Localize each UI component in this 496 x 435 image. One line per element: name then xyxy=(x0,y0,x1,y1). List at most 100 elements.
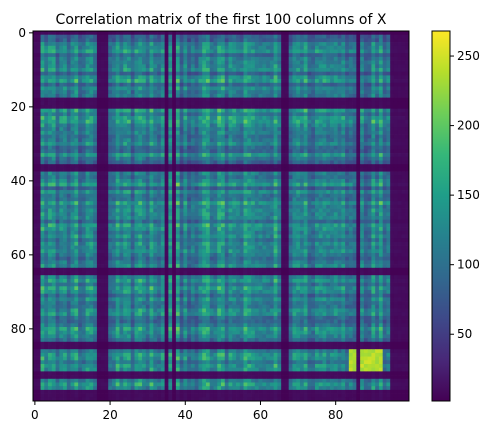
heatmap-cell xyxy=(224,208,229,213)
heatmap-cell xyxy=(378,64,384,69)
heatmap-cell xyxy=(93,142,98,147)
heatmap-cell xyxy=(296,153,301,158)
heatmap-cell xyxy=(367,145,372,150)
heatmap-cell xyxy=(130,97,135,102)
heatmap-cell xyxy=(311,208,316,213)
heatmap-cell xyxy=(51,149,56,154)
heatmap-cell xyxy=(266,82,271,87)
heatmap-cell xyxy=(382,190,387,195)
heatmap-cell xyxy=(288,171,293,176)
heatmap-cell xyxy=(326,119,331,124)
heatmap-cell xyxy=(348,204,353,209)
heatmap-cell xyxy=(81,112,86,117)
heatmap-cell xyxy=(119,90,124,95)
heatmap-cell xyxy=(160,127,165,132)
heatmap-cell xyxy=(213,204,218,209)
heatmap-cell xyxy=(266,175,271,180)
heatmap-cell xyxy=(303,160,308,165)
heatmap-cell xyxy=(44,127,49,132)
heatmap-cell xyxy=(183,153,188,158)
heatmap-cell xyxy=(36,71,41,76)
heatmap-cell xyxy=(273,116,278,121)
heatmap-cell xyxy=(375,112,380,117)
heatmap-cell xyxy=(74,119,79,124)
heatmap-cell xyxy=(386,90,391,95)
heatmap-cell xyxy=(333,142,338,147)
heatmap-cell xyxy=(123,75,128,80)
heatmap-cell xyxy=(183,82,188,87)
heatmap-cell xyxy=(115,105,120,110)
heatmap-cell xyxy=(386,75,391,80)
heatmap-cell xyxy=(66,186,71,191)
heatmap-cell xyxy=(333,86,338,91)
heatmap-cell xyxy=(70,197,75,202)
heatmap-cell xyxy=(281,149,286,154)
heatmap-cell xyxy=(85,97,90,102)
heatmap-cell xyxy=(40,167,45,172)
heatmap-cell xyxy=(111,105,117,110)
heatmap-cell xyxy=(175,138,180,143)
heatmap-cell xyxy=(157,130,162,135)
heatmap-cell xyxy=(70,53,75,58)
heatmap-cell xyxy=(149,82,154,87)
heatmap-cell xyxy=(123,193,128,198)
heatmap-cell xyxy=(96,127,102,132)
heatmap-cell xyxy=(221,204,226,209)
heatmap-cell xyxy=(59,160,64,165)
heatmap-cell xyxy=(81,145,86,150)
heatmap-cell xyxy=(228,175,233,180)
heatmap-cell xyxy=(175,116,180,121)
heatmap-cell xyxy=(258,127,263,132)
heatmap-cell xyxy=(198,186,203,191)
heatmap-cell xyxy=(258,197,263,202)
heatmap-cell xyxy=(142,182,147,187)
heatmap-cell xyxy=(164,186,169,191)
heatmap-cell xyxy=(89,93,94,98)
heatmap-cell xyxy=(217,186,222,191)
heatmap-cell xyxy=(243,179,248,184)
heatmap-cell xyxy=(172,68,177,73)
heatmap-cell xyxy=(348,201,353,206)
heatmap-cell xyxy=(183,68,188,73)
heatmap-cell xyxy=(375,145,380,150)
heatmap-cell xyxy=(330,93,335,98)
heatmap-cell xyxy=(303,201,308,206)
heatmap-cell xyxy=(202,208,207,213)
heatmap-cell xyxy=(142,75,147,80)
heatmap-cell xyxy=(382,42,387,47)
heatmap-cell xyxy=(190,145,196,150)
heatmap-cell xyxy=(251,208,256,213)
heatmap-cell xyxy=(187,160,192,165)
heatmap-cell xyxy=(284,186,290,191)
heatmap-cell xyxy=(311,68,316,73)
heatmap-cell xyxy=(168,164,173,169)
heatmap-cell xyxy=(198,116,203,121)
heatmap-cell xyxy=(224,68,229,73)
heatmap-cell xyxy=(337,160,342,165)
heatmap-cell xyxy=(224,167,229,172)
heatmap-cell xyxy=(164,156,169,161)
heatmap-cell xyxy=(138,186,143,191)
heatmap-cell xyxy=(149,86,154,91)
heatmap-cell xyxy=(375,153,380,158)
heatmap-cell xyxy=(232,34,237,39)
heatmap-cell xyxy=(247,34,252,39)
heatmap-cell xyxy=(213,45,218,50)
heatmap-cell xyxy=(51,134,56,139)
heatmap-cell xyxy=(213,127,218,132)
heatmap-cell xyxy=(266,193,271,198)
heatmap-cell xyxy=(187,116,192,121)
heatmap-cell xyxy=(345,134,350,139)
heatmap-cell xyxy=(311,86,316,91)
heatmap-cell xyxy=(205,105,211,110)
heatmap-cell xyxy=(371,119,376,124)
heatmap-cell xyxy=(108,201,113,206)
heatmap-cell xyxy=(243,42,248,47)
heatmap-cell xyxy=(44,45,49,50)
heatmap-cell xyxy=(333,71,338,76)
heatmap-cell xyxy=(179,204,184,209)
heatmap-cell xyxy=(51,86,56,91)
heatmap-cell xyxy=(168,108,173,113)
heatmap-cell xyxy=(66,145,71,150)
heatmap-cell xyxy=(190,75,196,80)
